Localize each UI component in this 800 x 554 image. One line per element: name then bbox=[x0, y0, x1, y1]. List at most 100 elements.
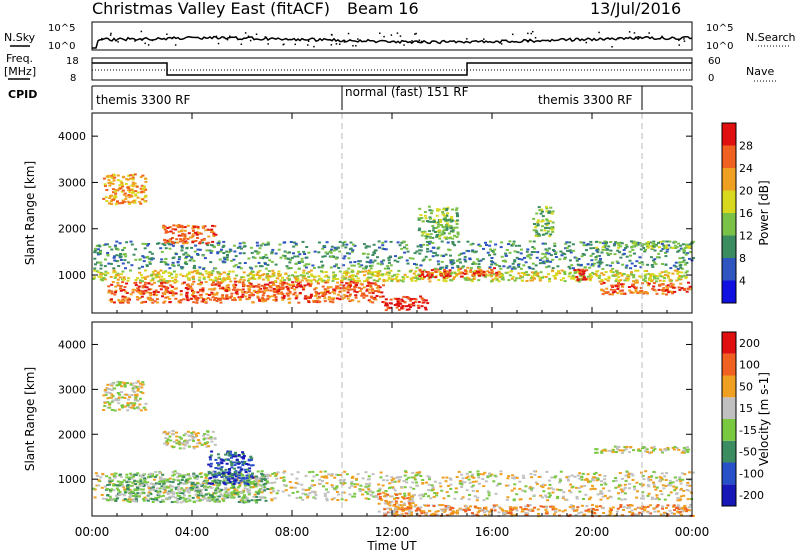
heatmap-cell bbox=[107, 262, 111, 265]
heatmap-cell bbox=[596, 248, 599, 250]
heatmap-cell bbox=[199, 491, 203, 494]
heatmap-cell bbox=[653, 261, 657, 264]
heatmap-cell bbox=[355, 284, 359, 287]
heatmap-cell bbox=[678, 288, 682, 291]
heatmap-cell bbox=[113, 259, 117, 262]
heatmap-cell bbox=[169, 230, 173, 233]
heatmap-cell bbox=[455, 476, 459, 478]
heatmap-cell bbox=[274, 252, 278, 255]
heatmap-cell bbox=[145, 265, 149, 267]
heatmap-cell bbox=[264, 499, 268, 502]
heatmap-cell bbox=[658, 284, 662, 287]
heatmap-cell bbox=[500, 255, 504, 258]
heatmap-cell bbox=[205, 483, 209, 486]
heatmap-cell bbox=[193, 267, 197, 270]
heatmap-cell bbox=[541, 261, 545, 264]
heatmap-cell bbox=[381, 244, 385, 247]
heatmap-cell bbox=[92, 487, 96, 490]
heatmap-cell bbox=[432, 218, 436, 221]
heatmap-cell bbox=[532, 217, 536, 220]
heatmap-cell bbox=[664, 479, 668, 481]
heatmap-cell bbox=[311, 470, 315, 473]
heatmap-cell bbox=[289, 267, 293, 270]
heatmap-cell bbox=[113, 476, 117, 479]
heatmap-cell bbox=[377, 289, 381, 292]
heatmap-cell bbox=[226, 284, 230, 287]
search-noise-dot bbox=[532, 30, 534, 33]
heatmap-cell bbox=[467, 277, 471, 280]
heatmap-cell bbox=[348, 275, 352, 278]
heatmap-cell bbox=[185, 275, 188, 278]
heatmap-cell bbox=[109, 195, 113, 197]
heatmap-cell bbox=[348, 493, 352, 496]
heatmap-cell bbox=[341, 482, 345, 485]
heatmap-cell bbox=[675, 245, 679, 248]
heatmap-cell bbox=[594, 471, 598, 474]
heatmap-cell bbox=[234, 255, 238, 258]
heatmap-cell bbox=[596, 477, 600, 480]
heatmap-cell bbox=[370, 290, 374, 293]
heatmap-cell bbox=[495, 264, 499, 266]
heatmap-cell bbox=[151, 475, 155, 478]
heatmap-cell bbox=[680, 275, 684, 278]
heatmap-cell bbox=[96, 248, 100, 251]
heatmap-cell bbox=[667, 244, 671, 247]
heatmap-cell bbox=[185, 296, 189, 299]
heatmap-cell bbox=[545, 210, 549, 213]
heatmap-cell bbox=[138, 492, 142, 495]
heatmap-cell bbox=[555, 273, 558, 276]
heatmap-cell bbox=[198, 473, 202, 475]
heatmap-cell bbox=[114, 246, 118, 249]
heatmap-cell bbox=[492, 251, 495, 253]
heatmap-cell bbox=[162, 280, 166, 283]
heatmap-cell bbox=[655, 486, 659, 489]
heatmap-cell bbox=[631, 245, 635, 248]
heatmap-cell bbox=[158, 480, 161, 483]
heatmap-cell bbox=[544, 227, 548, 229]
heatmap-cell bbox=[129, 472, 133, 475]
y-tick-label: 4000 bbox=[58, 130, 86, 143]
heatmap-cell bbox=[201, 498, 204, 501]
heatmap-cell bbox=[369, 300, 372, 303]
heatmap-cell bbox=[426, 504, 430, 507]
heatmap-cell bbox=[226, 492, 230, 495]
heatmap-cell bbox=[119, 475, 123, 478]
heatmap-cell bbox=[147, 485, 150, 488]
heatmap-cell bbox=[471, 489, 475, 492]
heatmap-cell bbox=[606, 248, 610, 251]
heatmap-cell bbox=[312, 475, 316, 478]
heatmap-cell bbox=[121, 175, 125, 178]
heatmap-cell bbox=[266, 279, 270, 282]
heatmap-cell bbox=[394, 255, 397, 258]
heatmap-cell bbox=[445, 491, 449, 494]
heatmap-cell bbox=[188, 494, 192, 497]
heatmap-cell bbox=[347, 267, 351, 270]
heatmap-cell bbox=[551, 210, 555, 213]
heatmap-cell bbox=[646, 246, 650, 249]
search-noise-dot bbox=[307, 44, 309, 46]
heatmap-cell bbox=[140, 476, 144, 478]
heatmap-cell bbox=[201, 273, 205, 276]
heatmap-cell bbox=[249, 282, 253, 285]
heatmap-cell bbox=[151, 270, 155, 273]
heatmap-cell bbox=[603, 240, 607, 243]
heatmap-cell bbox=[169, 284, 173, 287]
heatmap-cell bbox=[136, 298, 140, 301]
heatmap-cell bbox=[560, 254, 564, 257]
heatmap-cell bbox=[399, 302, 403, 305]
heatmap-cell bbox=[225, 256, 229, 259]
heatmap-cell bbox=[336, 499, 340, 501]
heatmap-cell bbox=[105, 488, 109, 490]
heatmap-cell bbox=[682, 249, 686, 252]
heatmap-cell bbox=[217, 472, 221, 475]
heatmap-cell bbox=[252, 274, 256, 276]
heatmap-cell bbox=[428, 209, 432, 212]
heatmap-cell bbox=[407, 476, 411, 479]
heatmap-cell bbox=[457, 272, 460, 275]
heatmap-cell bbox=[123, 491, 127, 494]
heatmap-cell bbox=[622, 248, 626, 251]
heatmap-cell bbox=[476, 474, 480, 477]
heatmap-cell bbox=[242, 462, 246, 465]
heatmap-cell bbox=[383, 495, 386, 498]
heatmap-cell bbox=[432, 495, 436, 498]
